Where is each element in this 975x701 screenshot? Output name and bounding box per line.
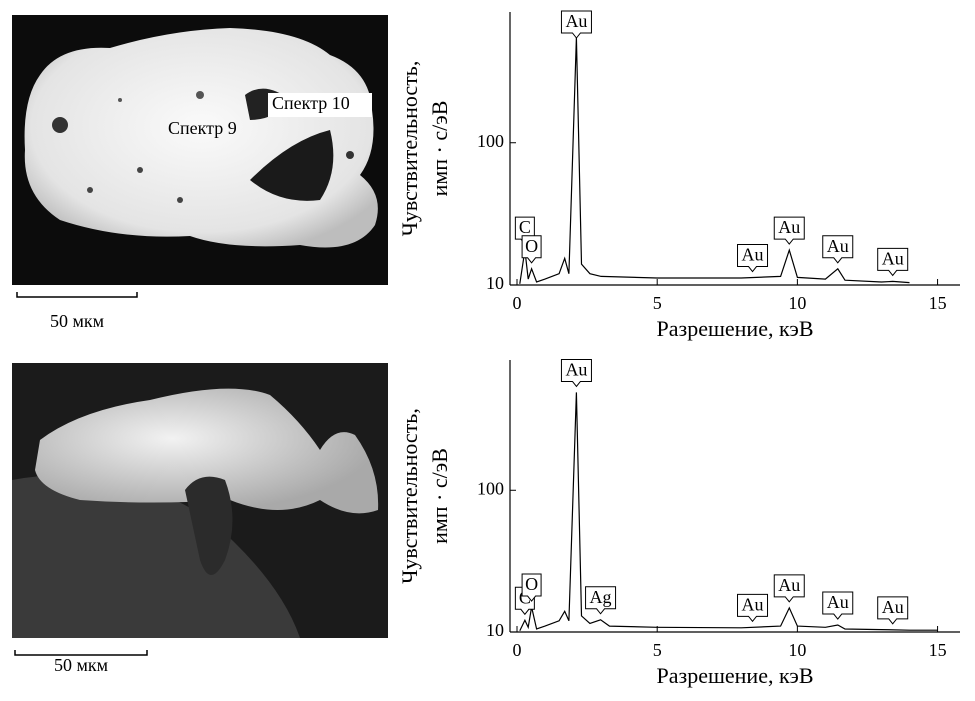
sem-image-2: 50 мкм [12,363,388,675]
peak-label: Au [778,575,800,595]
x-tick-label: 15 [929,640,947,660]
y-tick-label: 100 [477,478,504,498]
peak-label: Ag [590,587,612,607]
spectrum-label: Спектр 9 [168,118,237,138]
y-axis-label: имп · с/эВ [427,448,452,544]
peak-label: Au [565,360,587,380]
peak-label: O [525,236,538,256]
x-axis-label: Разрешение, кэВ [657,316,814,341]
y-tick-label: 10 [486,620,504,640]
peak-label: Au [882,249,904,269]
peak-label: Au [827,592,849,612]
peak-label: C [519,217,531,237]
y-tick-label: 10 [486,273,504,293]
x-tick-label: 0 [513,640,522,660]
scale-bar-label: 50 мкм [54,655,108,675]
y-axis-label: Чувствительность, [397,408,422,584]
sem-image-1: Спектр 9 Спектр 10 50 мкм [12,15,388,331]
y-tick-label: 100 [477,131,504,151]
x-tick-label: 0 [513,293,522,313]
peak-label: Au [778,217,800,237]
y-axis-label: Чувствительность, [397,61,422,237]
x-axis-label: Разрешение, кэВ [657,663,814,688]
peak-label: Au [742,245,764,265]
scale-bar-label: 50 мкм [50,311,104,331]
x-tick-label: 5 [653,293,662,313]
peak-label: Au [827,236,849,256]
y-axis-label: имп · с/эВ [427,101,452,197]
peak-label: Au [742,594,764,614]
spectrum-label: Спектр 10 [272,93,350,113]
x-tick-label: 10 [788,640,806,660]
x-tick-label: 15 [929,293,947,313]
peak-label: Au [565,11,587,31]
x-tick-label: 10 [788,293,806,313]
peak-label: Au [882,597,904,617]
peak-label: O [525,574,538,594]
spectrum-line [520,392,938,630]
x-tick-label: 5 [653,640,662,660]
figure: Спектр 9 Спектр 10 50 мкм 50 мкм 1010005… [0,0,975,696]
